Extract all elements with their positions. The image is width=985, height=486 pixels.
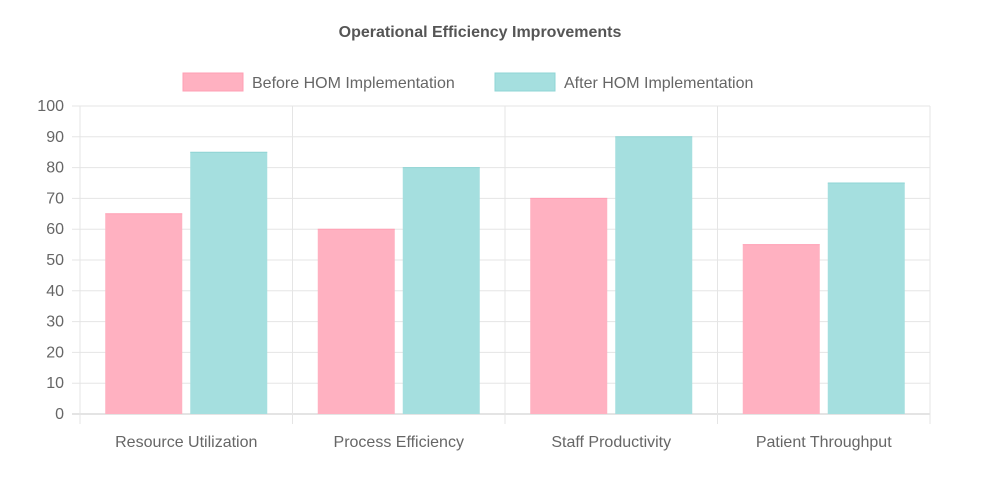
bar-after-2[interactable] xyxy=(615,136,693,415)
chart-title: Operational Efficiency Improvements xyxy=(339,24,622,41)
y-tick-label: 60 xyxy=(46,221,64,238)
legend-swatch-before xyxy=(182,72,244,92)
y-tick-label: 30 xyxy=(46,314,64,331)
bar-before-1[interactable] xyxy=(317,229,395,414)
bar-before-0[interactable] xyxy=(105,213,183,414)
y-tick-label: 70 xyxy=(46,190,64,207)
bar-after-1[interactable] xyxy=(402,167,480,414)
bar-after-0[interactable] xyxy=(190,152,268,414)
legend: Before HOM Implementation After HOM Impl… xyxy=(182,72,753,92)
y-tick-label: 80 xyxy=(46,160,64,177)
x-tick-label: Resource Utilization xyxy=(115,434,257,451)
y-tick-label: 40 xyxy=(46,283,64,300)
legend-swatch-after xyxy=(494,72,556,92)
x-tick-label: Patient Throughput xyxy=(756,434,892,451)
y-tick-label: 90 xyxy=(46,129,64,146)
y-tick-label: 20 xyxy=(46,344,64,361)
legend-label-before: Before HOM Implementation xyxy=(252,75,455,92)
axes: 0 10 20 30 40 50 60 70 80 90 100 Resource Utilizati… xyxy=(37,98,892,451)
x-tick-label: Process Efficiency xyxy=(334,434,464,451)
legend-item-after[interactable]: After HOM Implementation xyxy=(494,72,753,92)
y-tick-label: 100 xyxy=(37,98,64,115)
x-tick-label: Staff Productivity xyxy=(551,434,671,451)
y-tick-label: 10 xyxy=(46,375,64,392)
legend-item-before[interactable]: Before HOM Implementation xyxy=(182,72,455,92)
bar-before-2[interactable] xyxy=(530,198,608,414)
legend-label-after: After HOM Implementation xyxy=(564,75,753,92)
bar-after-3[interactable] xyxy=(827,183,905,414)
y-tick-label: 50 xyxy=(46,252,64,269)
bars xyxy=(105,136,905,415)
bar-before-3[interactable] xyxy=(742,244,820,414)
y-tick-label: 0 xyxy=(55,406,64,423)
